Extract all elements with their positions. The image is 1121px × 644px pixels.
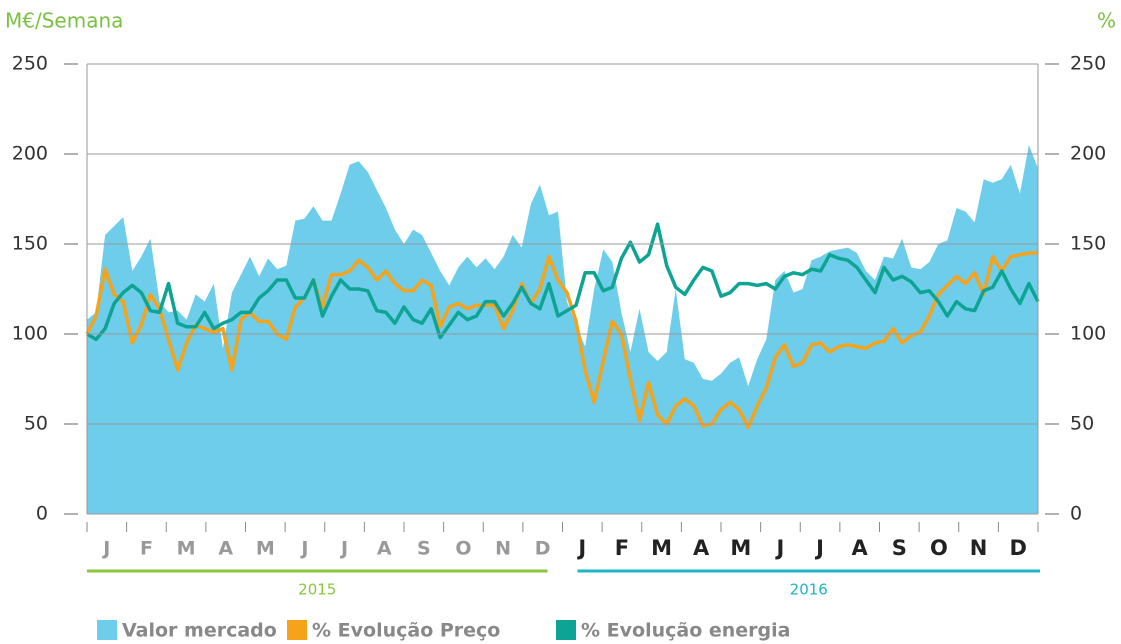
month-label: J <box>101 538 110 560</box>
year-label: 2016 <box>790 581 828 599</box>
month-label: J <box>775 536 785 560</box>
line <box>85 251 1038 430</box>
y-tick-label: 250 <box>12 53 48 75</box>
month-label: A <box>852 536 869 560</box>
y-tick-label: 100 <box>12 323 48 345</box>
month-label: A <box>377 538 392 560</box>
y2-tick-label: 250 <box>1070 53 1106 75</box>
y2-axis-label: % <box>1097 9 1116 33</box>
month-label: F <box>615 536 629 560</box>
y2-tick-label: 100 <box>1070 323 1106 345</box>
month-label: J <box>814 536 824 560</box>
month-label: S <box>417 538 431 560</box>
month-label: J <box>299 538 308 560</box>
y-tick-label: 0 <box>36 503 48 525</box>
month-label: J <box>576 536 586 560</box>
month-label: N <box>970 536 988 560</box>
y2-tick-label: 200 <box>1070 143 1106 165</box>
month-label: J <box>339 538 348 560</box>
month-label: O <box>455 538 471 560</box>
legend-swatch <box>97 620 117 640</box>
month-label: D <box>1009 536 1026 560</box>
month-label: M <box>651 536 672 560</box>
y-tick-label: 50 <box>24 413 48 435</box>
y2-tick-label: 0 <box>1070 503 1082 525</box>
legend-swatch <box>556 620 576 640</box>
legend-label: % Evolução Preço <box>312 620 500 642</box>
legend-label: % Evolução energia <box>581 620 790 642</box>
y-axis-label: M€/Semana <box>5 9 123 33</box>
y2-tick-label: 50 <box>1070 413 1094 435</box>
year-label: 2015 <box>298 581 336 599</box>
y-tick-label: 150 <box>12 233 48 255</box>
y2-tick-label: 150 <box>1070 233 1106 255</box>
month-label: S <box>892 536 907 560</box>
month-label: N <box>495 538 511 560</box>
month-label: F <box>140 538 153 560</box>
month-label: M <box>177 538 196 560</box>
month-label: O <box>930 536 948 560</box>
month-label: M <box>730 536 751 560</box>
area <box>87 145 1038 514</box>
legend-swatch <box>287 620 307 640</box>
month-label: A <box>693 536 710 560</box>
month-label: M <box>256 538 275 560</box>
y-tick-label: 200 <box>12 143 48 165</box>
line <box>86 222 1040 342</box>
month-label: D <box>535 538 551 560</box>
month-label: A <box>218 538 233 560</box>
legend-label: Valor mercado <box>122 620 277 642</box>
